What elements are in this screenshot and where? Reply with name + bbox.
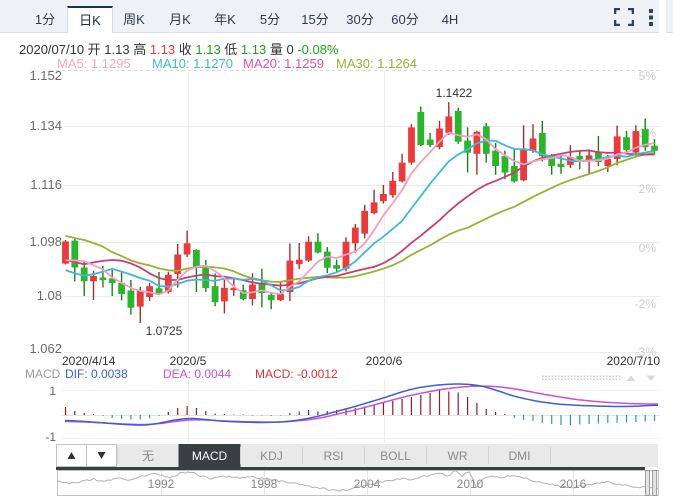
svg-text:5%: 5% xyxy=(639,69,657,83)
svg-text:1.1422: 1.1422 xyxy=(436,86,473,100)
svg-text:1.062: 1.062 xyxy=(29,341,62,356)
svg-text:1.0725: 1.0725 xyxy=(146,324,183,338)
svg-text:1.134: 1.134 xyxy=(29,118,62,133)
svg-text:2010: 2010 xyxy=(457,477,484,491)
svg-text:2020/6: 2020/6 xyxy=(366,354,403,368)
svg-text:BOLL: BOLL xyxy=(380,449,411,463)
svg-text:0%: 0% xyxy=(639,241,657,255)
svg-text:DMI: DMI xyxy=(509,449,531,463)
svg-text:2020/7/10: 2020/7/10 xyxy=(607,354,661,368)
svg-text:MACD: -0.0012: MACD: -0.0012 xyxy=(255,367,338,381)
svg-text:无: 无 xyxy=(142,449,154,463)
svg-text:1.152: 1.152 xyxy=(29,68,62,83)
svg-text:MACD: MACD xyxy=(192,449,228,463)
svg-text:1.116: 1.116 xyxy=(30,177,62,192)
svg-text:2016: 2016 xyxy=(560,477,587,491)
svg-text:RSI: RSI xyxy=(323,449,343,463)
svg-text:WR: WR xyxy=(448,449,468,463)
svg-text:-3%: -3% xyxy=(635,345,657,359)
svg-text:2020/4/14: 2020/4/14 xyxy=(62,354,116,368)
svg-text:DEA: 0.0044: DEA: 0.0044 xyxy=(163,367,231,381)
svg-text:-1: -1 xyxy=(45,430,56,444)
svg-text:1: 1 xyxy=(49,384,56,398)
svg-text:-2%: -2% xyxy=(635,297,657,311)
svg-text:1.08: 1.08 xyxy=(37,288,62,303)
svg-text:KDJ: KDJ xyxy=(260,449,283,463)
svg-text:1998: 1998 xyxy=(251,477,278,491)
svg-text:2020/5: 2020/5 xyxy=(170,354,207,368)
svg-text:2004: 2004 xyxy=(354,477,381,491)
svg-text:DIF: 0.0038: DIF: 0.0038 xyxy=(65,367,128,381)
svg-text:2%: 2% xyxy=(639,182,657,196)
svg-text:1.098: 1.098 xyxy=(29,234,62,249)
svg-text:MACD: MACD xyxy=(25,367,61,381)
svg-text:1992: 1992 xyxy=(148,477,175,491)
